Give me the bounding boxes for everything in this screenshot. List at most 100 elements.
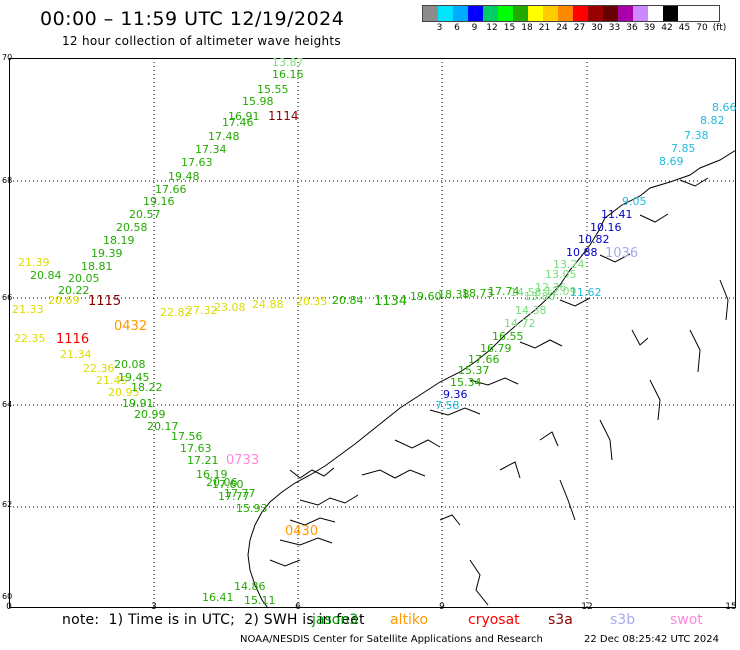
wave-height-label: 16.41 [202, 591, 234, 604]
wave-height-label: 9.36 [443, 388, 468, 401]
wave-height-label: 17.56 [171, 430, 203, 443]
legend-swatch [663, 6, 678, 21]
legend-sat-s3b: s3b [610, 612, 636, 628]
legend-label: 18 [521, 23, 533, 33]
wave-height-label: 17.66 [155, 183, 187, 196]
wave-height-label: 10.88 [566, 246, 598, 259]
legend-label: 3 [436, 23, 443, 33]
wave-height-label: 17.46 [222, 116, 254, 129]
credit-line: NOAA/NESDIS Center for Satellite Applica… [240, 634, 543, 645]
legend-swatch [483, 6, 498, 21]
wave-height-label: 12.09 [545, 285, 577, 298]
legend-label: 24 [556, 23, 568, 33]
wave-height-label: 17.21 [187, 454, 219, 467]
legend-swatch [558, 6, 573, 21]
wave-height-label: 14.72 [504, 317, 536, 330]
legend-swatch [648, 6, 663, 21]
wave-height-label: 22.82 [160, 306, 192, 319]
y-tick-66: 66 [2, 293, 13, 302]
wave-height-label: 20.95 [108, 386, 140, 399]
legend-sat-cryosat: cryosat [468, 612, 520, 628]
wave-height-label: 17.60 [212, 478, 244, 491]
coastline [247, 149, 737, 609]
wave-height-label: 8.69 [659, 155, 684, 168]
wave-height-label: 7.38 [684, 129, 709, 142]
x-tick-15: 15 [725, 602, 737, 612]
wave-height-label: 19.39 [91, 247, 123, 260]
wave-height-label: 15.34 [450, 376, 482, 389]
wave-height-label: 14.58 [510, 286, 542, 299]
wave-height-label: 20.35 [296, 295, 328, 308]
wave-height-label: 21.33 [12, 303, 44, 316]
wave-height-label: 20.84 [332, 294, 364, 307]
wave-height-label: 16.91 [228, 110, 260, 123]
wave-height-label: 15.37 [458, 364, 490, 377]
pass-time-label: 1134 [374, 294, 407, 309]
wave-height-label: 13.87 [272, 56, 304, 69]
wave-height-label: 17.63 [181, 156, 213, 169]
wave-height-label: 17.77 [224, 487, 256, 500]
wave-height-label: 21.39 [18, 256, 50, 269]
map-title: 00:00 – 11:59 UTC 12/19/2024 [40, 8, 345, 30]
legend-label: (ft) [712, 23, 727, 33]
legend-sat-s3a: s3a [548, 612, 573, 628]
wave-height-label: 19.48 [168, 170, 200, 183]
wave-height-label: 14.86 [234, 580, 266, 593]
legend-swatch [438, 6, 453, 21]
wave-height-label: 18.22 [131, 381, 163, 394]
map-subtitle: 12 hour collection of altimeter wave hei… [62, 34, 341, 48]
pass-time-label: 0733 [226, 453, 259, 468]
legend-label: 36 [626, 23, 638, 33]
pass-time-label: 1116 [56, 332, 89, 347]
legend-label: 27 [573, 23, 586, 33]
wave-height-label: 17.66 [468, 353, 500, 366]
pass-time-label: 1115 [88, 294, 121, 309]
legend-swatch [603, 6, 618, 21]
legend-label: 70 [696, 23, 708, 33]
wave-height-label: 15.11 [244, 594, 276, 607]
wave-height-label: 22.35 [14, 332, 46, 345]
wave-height-label: 8.66 [712, 101, 737, 114]
legend-swatch [618, 6, 633, 21]
legend-swatches [422, 5, 720, 22]
generated-timestamp: 22 Dec 08:25:42 UTC 2024 [584, 634, 719, 645]
wave-height-label: 7.58 [435, 399, 460, 412]
legend-sat-swot: swot [670, 612, 703, 628]
legend-label: 30 [591, 23, 603, 33]
legend-label: 15 [503, 23, 516, 33]
legend-label: 42 [661, 23, 673, 33]
wave-height-label: 9.05 [622, 195, 647, 208]
legend-label: 39 [643, 23, 656, 33]
wave-height-label: 20.99 [134, 408, 166, 421]
wave-height-label: 15.93 [236, 502, 268, 515]
legend-label: 21 [538, 23, 551, 33]
legend-swatch [528, 6, 543, 21]
wave-height-label: 19.45 [118, 371, 150, 384]
legend-swatch [633, 6, 648, 21]
legend-label: 9 [471, 23, 478, 33]
wave-height-label: 18.19 [103, 234, 135, 247]
pass-time-label: 1114 [268, 109, 299, 123]
wave-height-label: 7.85 [671, 142, 696, 155]
y-tick-62: 62 [2, 500, 13, 509]
wave-height-label: 20.06 [206, 476, 238, 489]
legend-label: 12 [486, 23, 498, 33]
y-tick-68: 68 [2, 176, 13, 185]
color-legend: 3 6 9 12 15 18 21 24 27 30 33 36 39 42 45 70 (ft) [422, 5, 726, 34]
wave-height-label: 27.32 [186, 304, 218, 317]
y-tick-60: 60 [2, 592, 13, 601]
wave-height-label: 20.22 [58, 284, 90, 297]
legend-label: 33 [608, 23, 621, 33]
track-labels: 13.87 16.16 15.55 15.98 16.91 17.46 1114… [12, 56, 737, 607]
pass-time-label: 1036 [605, 246, 638, 261]
wave-height-label: 21.45 [96, 374, 128, 387]
legend-swatch [543, 6, 558, 21]
pass-time-label: 0432 [114, 319, 147, 334]
y-tick-70: 70 [2, 53, 13, 62]
wave-height-label: 13.05 [545, 268, 577, 281]
legend-swatch [423, 6, 438, 21]
wave-height-label: 18.38 [438, 288, 470, 301]
wave-height-label: 20.17 [147, 420, 179, 433]
wave-height-label: 8.82 [700, 114, 725, 127]
